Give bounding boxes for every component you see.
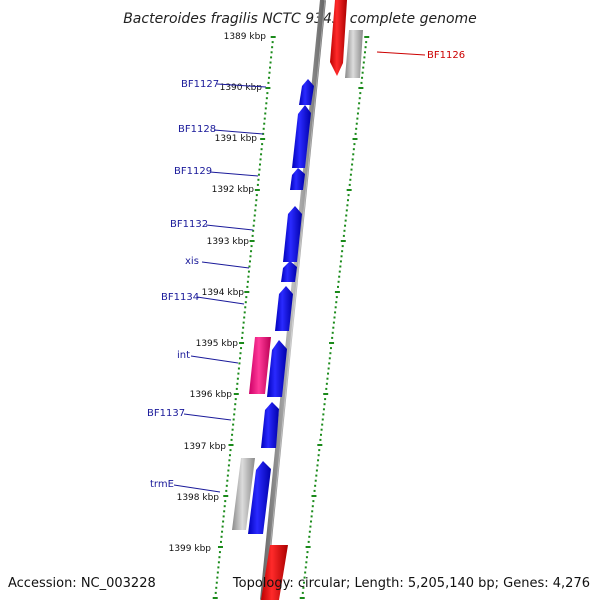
backbone-highlight bbox=[264, 0, 326, 600]
gene-labels: BF1126 BF1127 BF1128 BF1129 BF1132 xis B… bbox=[147, 50, 465, 493]
gene-BF1137-arrow[interactable] bbox=[261, 402, 279, 448]
kbp-label: 1399 kbp bbox=[169, 544, 212, 554]
kbp-label: 1389 kbp bbox=[224, 32, 267, 42]
gene-label-BF1132[interactable]: BF1132 bbox=[170, 219, 208, 230]
leader-line bbox=[205, 224, 254, 231]
gene-BF1129-arrow[interactable] bbox=[290, 168, 305, 190]
gene-label-xis[interactable]: xis bbox=[185, 256, 199, 267]
gene-label-BF1137[interactable]: BF1137 bbox=[147, 408, 185, 419]
gene-BF1126-arrow[interactable] bbox=[330, 0, 347, 76]
leader-line bbox=[183, 413, 232, 421]
kbp-label: 1391 kbp bbox=[215, 134, 258, 144]
gene-next-rRNA[interactable] bbox=[261, 545, 288, 600]
reverse-strand-genes bbox=[330, 0, 363, 78]
gene-int-box[interactable] bbox=[249, 337, 271, 394]
map-title: Bacteroides fragilis NCTC 9343, complete… bbox=[123, 11, 477, 27]
gene-BF1128-arrow[interactable] bbox=[292, 105, 311, 168]
leader-line bbox=[196, 296, 245, 305]
gene-BF1134-arrow[interactable] bbox=[275, 286, 293, 331]
kbp-label: 1394 kbp bbox=[202, 288, 245, 298]
kbp-label: 1392 kbp bbox=[212, 185, 255, 195]
topology-text: Topology: circular; Length: 5,205,140 bp… bbox=[232, 576, 590, 591]
genome-backbone bbox=[260, 0, 326, 600]
kbp-label: 1397 kbp bbox=[184, 442, 227, 452]
leader-line bbox=[201, 261, 250, 269]
gene-label-BF1128[interactable]: BF1128 bbox=[178, 124, 216, 135]
leader-line bbox=[190, 355, 239, 364]
kbp-label: 1390 kbp bbox=[220, 83, 263, 93]
leader-line bbox=[216, 83, 267, 88]
gene-label-BF1129[interactable]: BF1129 bbox=[174, 166, 212, 177]
gene-label-BF1126[interactable]: BF1126 bbox=[427, 50, 465, 61]
gene-BF1132-arrow[interactable] bbox=[283, 206, 302, 262]
gene-label-BF1134[interactable]: BF1134 bbox=[161, 292, 199, 303]
kbp-label: 1396 kbp bbox=[190, 390, 233, 400]
kbp-label: 1395 kbp bbox=[196, 339, 239, 349]
gene-BF1126-pseudo[interactable] bbox=[345, 30, 363, 78]
kbp-label: 1398 kbp bbox=[177, 493, 220, 503]
kbp-label: 1393 kbp bbox=[207, 237, 250, 247]
forward-strand-genes bbox=[232, 79, 314, 600]
kbp-scale: 1389 kbp 1390 kbp 1391 kbp 1392 kbp 1393… bbox=[169, 32, 267, 554]
gene-int-arrow[interactable] bbox=[267, 340, 287, 397]
gene-label-BF1127[interactable]: BF1127 bbox=[181, 79, 219, 90]
accession-text: Accession: NC_003228 bbox=[8, 576, 156, 591]
leader-line bbox=[173, 484, 221, 493]
leader-line bbox=[376, 51, 426, 56]
gene-label-int[interactable]: int bbox=[177, 350, 190, 361]
tick-rings bbox=[212, 36, 370, 599]
leader-line bbox=[213, 129, 264, 135]
gene-xis-arrow[interactable] bbox=[281, 261, 297, 282]
gene-trmE-pseudo[interactable] bbox=[232, 458, 255, 530]
gene-BF1127-arrow[interactable] bbox=[299, 79, 314, 105]
leader-line bbox=[209, 171, 259, 177]
gene-label-trmE[interactable]: trmE bbox=[150, 479, 174, 490]
gene-trmE-arrow[interactable] bbox=[248, 461, 271, 534]
